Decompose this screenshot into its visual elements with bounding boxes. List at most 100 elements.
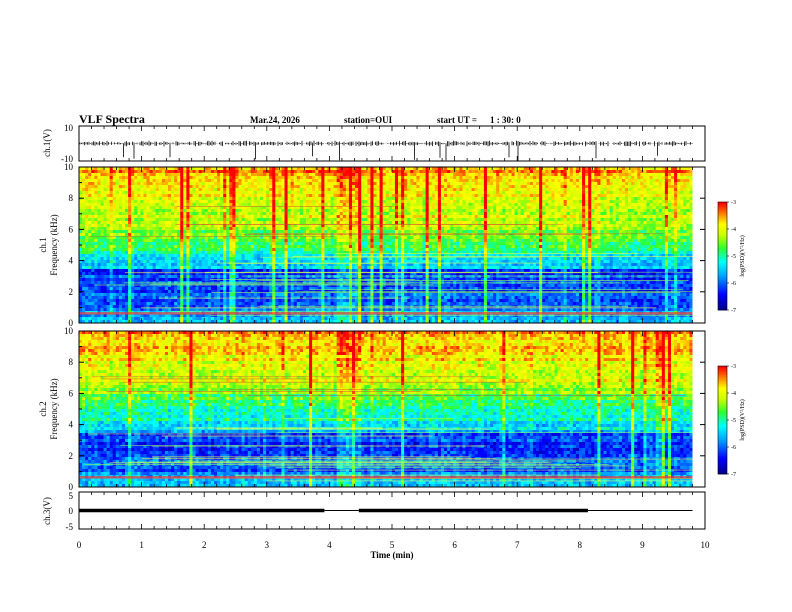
spec-cell xyxy=(103,224,108,228)
spec-cell xyxy=(125,239,129,243)
spec-cell xyxy=(272,218,276,222)
spec-cell xyxy=(585,224,589,228)
spec-cell xyxy=(195,227,200,231)
spec-cell xyxy=(499,221,503,225)
spec-cell xyxy=(658,188,663,192)
spec-cell xyxy=(256,230,261,234)
spec-cell xyxy=(572,173,577,177)
spec-cell xyxy=(539,197,543,201)
spec-cell xyxy=(263,191,267,195)
spec-cell xyxy=(468,185,473,189)
spec-cell xyxy=(474,197,479,201)
spec-cell xyxy=(97,215,101,219)
spec-cell xyxy=(493,206,497,210)
spec-cell xyxy=(456,209,460,213)
spec-cell xyxy=(517,233,522,237)
spec-cell xyxy=(247,230,252,234)
spec-cell xyxy=(302,224,307,228)
spec-cell xyxy=(600,230,604,234)
spec-cell xyxy=(118,233,123,237)
spec-cell xyxy=(689,206,693,210)
spec-cell xyxy=(281,218,285,222)
spec-cell xyxy=(453,212,457,216)
spec-cell xyxy=(241,182,246,186)
spec-cell xyxy=(302,173,307,177)
spec-cell xyxy=(618,176,623,180)
spec-cell xyxy=(305,194,310,198)
spec-cell xyxy=(373,200,377,204)
spec-cell xyxy=(275,167,279,171)
spec-cell xyxy=(106,218,111,222)
spec-cell xyxy=(309,200,313,204)
spec-cell xyxy=(536,236,540,240)
spec-cell xyxy=(569,233,574,237)
spec-cell xyxy=(213,173,218,177)
spec-cell xyxy=(364,206,368,210)
spec-cell xyxy=(585,209,589,213)
spec-cell xyxy=(591,233,595,237)
spec-cell xyxy=(394,230,399,234)
spec-cell xyxy=(557,221,561,225)
spec-cell xyxy=(192,230,196,234)
spec-cell xyxy=(82,200,86,204)
spec-cell xyxy=(382,209,387,213)
spec-cell xyxy=(465,239,469,243)
spec-cell xyxy=(683,179,687,183)
spec-cell xyxy=(444,209,448,213)
spec-cell xyxy=(232,176,236,180)
spec-cell xyxy=(483,215,488,219)
spec-cell xyxy=(526,233,531,237)
spec-cell xyxy=(483,221,488,225)
spec-cell xyxy=(569,212,574,216)
spec-cell xyxy=(486,167,491,171)
spec-cell xyxy=(272,230,276,234)
spec-cell xyxy=(545,170,549,174)
spec-cell xyxy=(502,212,506,216)
spec-cell xyxy=(578,215,583,219)
spec-cell xyxy=(348,191,353,195)
spec-cell xyxy=(370,236,374,240)
spec-cell xyxy=(94,185,98,189)
spec-cell xyxy=(79,227,83,231)
spec-cell xyxy=(493,209,497,213)
spec-cell xyxy=(643,224,647,228)
spec-cell xyxy=(339,221,344,225)
spec-cell xyxy=(345,182,350,186)
spec-cell xyxy=(514,209,519,213)
spec-cell xyxy=(625,218,629,222)
spec-cell xyxy=(474,221,479,225)
spec-cell xyxy=(137,209,141,213)
spec-cell xyxy=(235,209,239,213)
spec-cell xyxy=(128,188,132,192)
spec-cell xyxy=(615,170,620,174)
spec-cell xyxy=(373,206,377,210)
spec-cell xyxy=(198,224,203,228)
spec-cell xyxy=(183,176,187,180)
spec-cell xyxy=(339,224,344,228)
spec-cell xyxy=(609,212,614,216)
spec-cell xyxy=(137,221,141,225)
spec-cell xyxy=(134,191,138,195)
spec-cell xyxy=(125,227,129,231)
spec-cell xyxy=(327,179,331,183)
spec-cell xyxy=(591,206,595,210)
spec-cell xyxy=(440,185,445,189)
spec-cell xyxy=(266,233,270,237)
spec-cell xyxy=(649,194,654,198)
spec-cell xyxy=(336,239,341,243)
spec-cell xyxy=(655,185,660,189)
spec-cell xyxy=(299,176,304,180)
spec-cell xyxy=(621,194,626,198)
spec-cell xyxy=(253,182,258,186)
spec-cell xyxy=(539,215,543,219)
spec-cell xyxy=(370,194,374,198)
spec-cell xyxy=(437,200,442,204)
spec-cell xyxy=(259,188,264,192)
spec-cell xyxy=(121,230,126,234)
spec-cell xyxy=(649,227,654,231)
spec-cell xyxy=(542,230,546,234)
spec-cell xyxy=(275,203,279,207)
spec-cell xyxy=(686,200,690,204)
spec-cell xyxy=(401,233,405,237)
spec-cell xyxy=(220,194,224,198)
